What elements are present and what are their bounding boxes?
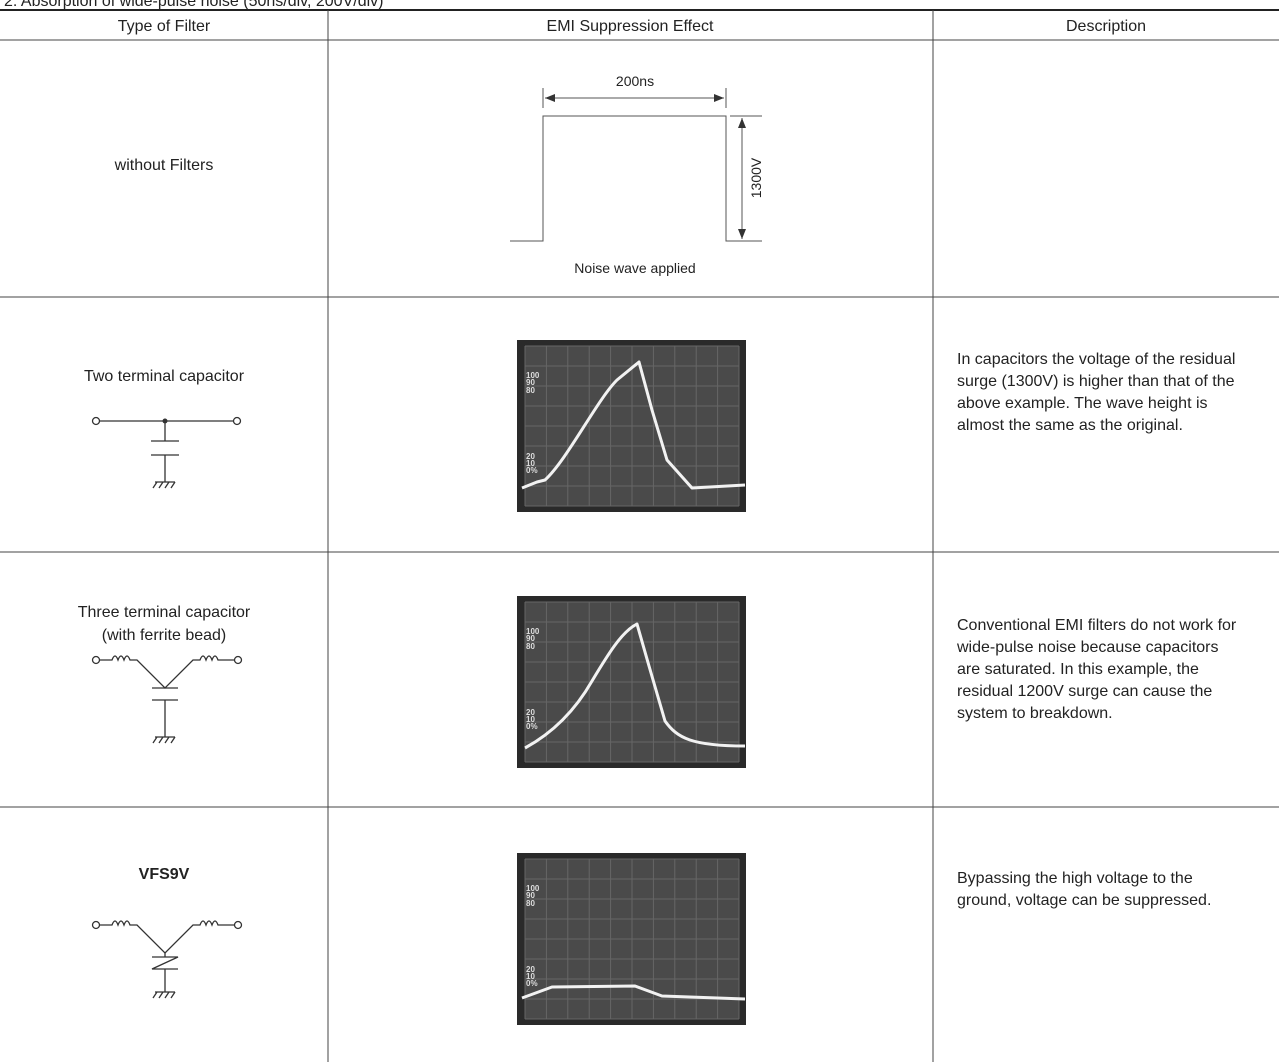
- filter-name: Two terminal capacitor: [84, 368, 245, 385]
- scope-label: 10: [526, 972, 535, 981]
- description-line: are saturated. In this example, the: [957, 661, 1199, 678]
- scope-label: 80: [526, 642, 535, 651]
- filter-name: Three terminal capacitor: [78, 604, 251, 621]
- header-cell: EMI Suppression Effect: [547, 18, 714, 35]
- page-title: 2. Absorption of wide-pulse noise (50ns/…: [4, 0, 383, 10]
- description-line: Conventional EMI filters do not work for: [957, 617, 1237, 634]
- header-cell: Type of Filter: [118, 18, 211, 35]
- description-line: wide-pulse noise because capacitors: [956, 639, 1218, 656]
- width-label: 200ns: [616, 73, 654, 89]
- caption: Noise wave applied: [574, 260, 695, 276]
- scope-label: 20: [526, 708, 535, 717]
- circuit-two-terminal: [91, 416, 242, 489]
- scope-label: 90: [526, 378, 535, 387]
- scope-label: 90: [526, 891, 535, 900]
- scope-label: 10: [526, 459, 535, 468]
- description-line: Bypassing the high voltage to the: [957, 870, 1193, 887]
- description-line: almost the same as the original.: [957, 417, 1183, 434]
- scope-label: 100: [526, 627, 540, 636]
- scope-label: 80: [526, 899, 535, 908]
- scope-label: 0%: [526, 722, 538, 731]
- scope-label: 0%: [526, 466, 538, 475]
- circuit-vfs9v: [91, 920, 243, 999]
- waveform: [521, 360, 746, 490]
- waveform: [524, 622, 746, 750]
- pulse-diagram: 200ns 1300V Noise wave applied: [510, 73, 764, 276]
- scope-label: 0%: [526, 979, 538, 988]
- description-line: above example. The wave height is: [957, 395, 1208, 412]
- scope-label: 20: [526, 965, 535, 974]
- scope-label: 10: [526, 715, 535, 724]
- description-line: residual 1200V surge can cause the: [957, 683, 1212, 700]
- description-line: ground, voltage can be suppressed.: [957, 892, 1211, 909]
- circuit-three-terminal: [91, 655, 243, 744]
- scope-label: 20: [526, 452, 535, 461]
- description-line: surge (1300V) is higher than that of the: [957, 373, 1235, 390]
- scope-label: 80: [526, 386, 535, 395]
- filter-name: (with ferrite bead): [102, 627, 227, 644]
- scope-label: 90: [526, 634, 535, 643]
- filter-name: without Filters: [114, 157, 214, 174]
- header-cell: Description: [1066, 18, 1146, 35]
- description-line: system to breakdown.: [957, 705, 1113, 722]
- filter-name: VFS9V: [139, 866, 190, 883]
- waveform: [521, 984, 746, 1001]
- description-line: In capacitors the voltage of the residua…: [957, 351, 1235, 368]
- scope-label: 100: [526, 884, 540, 893]
- height-label: 1300V: [748, 157, 764, 198]
- scope-label: 100: [526, 371, 540, 380]
